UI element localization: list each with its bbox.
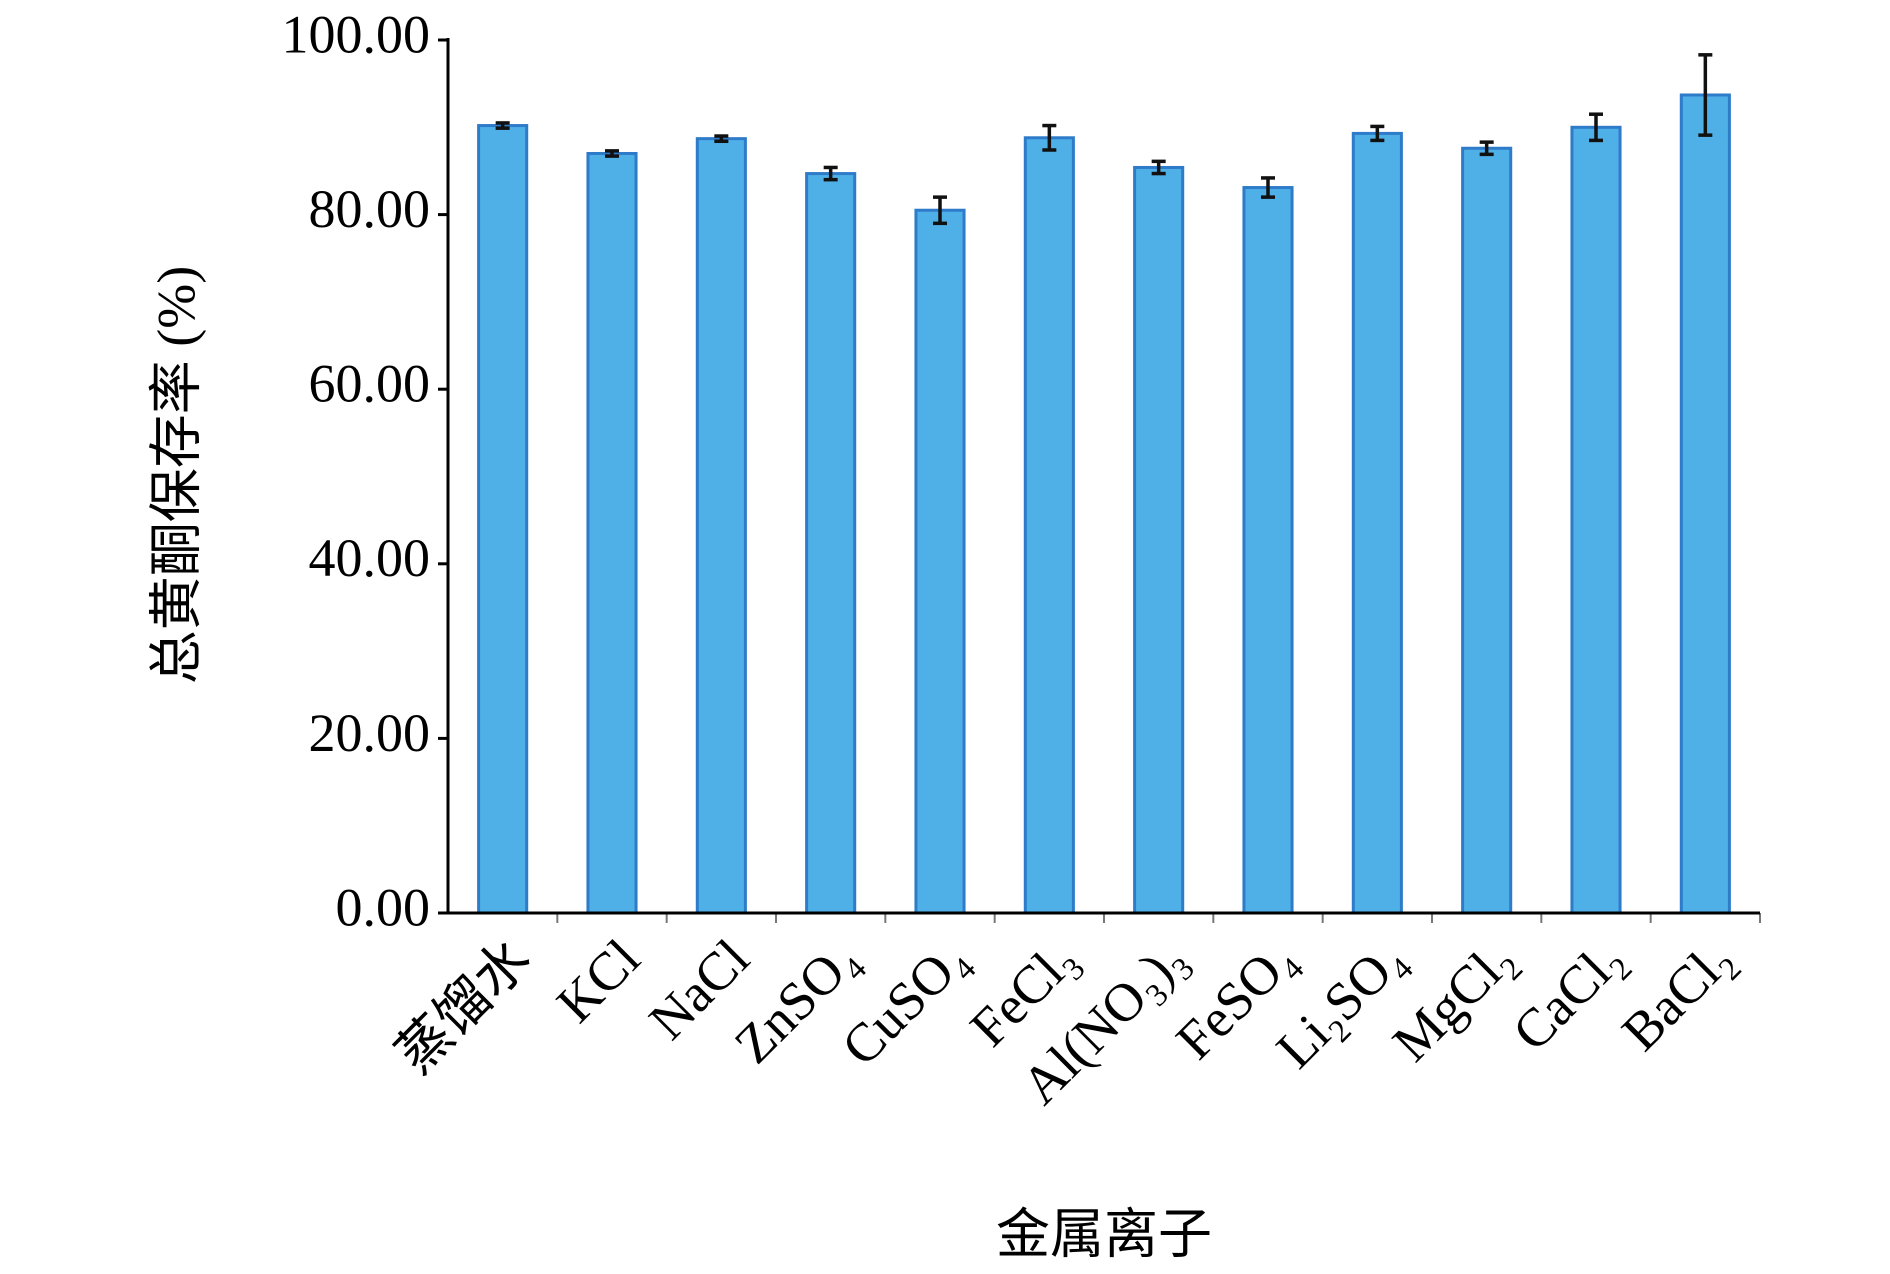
error-bar [1151,159,1166,176]
bar [805,172,857,915]
error-bar [495,121,510,130]
x-tick-label: BaCl₂ [1610,928,1744,1062]
error-bar [1479,140,1494,157]
x-tick-label: 蒸馏水 [385,928,542,1085]
bar [477,124,529,915]
error-bar [1589,112,1603,143]
error-bar [1042,123,1057,152]
x-axis-title: 金属离子 [996,1204,1212,1264]
bar [586,151,638,915]
y-tick-label: 100.00 [282,4,431,64]
error-bar [1698,53,1713,137]
x-tick-label: CuSO₄ [830,928,979,1077]
error-bar [933,195,947,226]
bar [1351,131,1403,915]
bar [914,208,966,915]
bar [1461,146,1513,915]
bar [1023,136,1075,915]
error-bar [714,134,729,144]
error-bar [1370,124,1385,143]
error-bar [823,165,838,182]
y-tick-label: 0.00 [336,877,431,937]
y-tick-label: 20.00 [309,703,431,763]
error-bar [605,149,619,158]
bar [695,137,747,915]
bar [1133,165,1185,915]
error-bar [1261,176,1275,199]
bar [1242,186,1294,915]
x-tick-label: MgCl₂ [1381,928,1526,1073]
x-tick-label: CaCl₂ [1501,928,1635,1062]
y-tick-label: 40.00 [309,528,431,588]
bar [1570,125,1622,915]
y-axis-title: 总黄酮保存率 (%) [146,266,206,684]
y-tick-label: 60.00 [309,354,431,414]
bar [1679,93,1731,915]
x-tick-label: KCl [545,928,651,1034]
y-tick-label: 80.00 [309,179,431,239]
